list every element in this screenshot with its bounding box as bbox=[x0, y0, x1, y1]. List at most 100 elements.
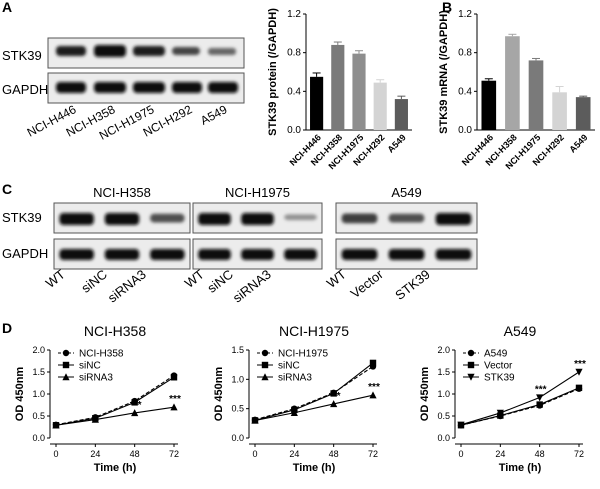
protein-bar bbox=[373, 82, 387, 130]
significance-label: *** bbox=[169, 394, 181, 405]
blot-a-band-gapdh-2 bbox=[94, 82, 126, 93]
bar-chart-a: 0.00.40.81.2NCI-H446NCI-H358NCI-H1975NCI… bbox=[267, 8, 412, 171]
chart-title: A549 bbox=[504, 323, 537, 339]
line-chart-d3: A549 0.0 0.5 1.0 1.5 2.0 0 24 48 72 Time (h) OD 450… bbox=[419, 323, 586, 474]
y-tick-label: 1.2 bbox=[458, 9, 472, 20]
blot-c-band-gapdh bbox=[284, 249, 317, 260]
legend-entry: siRNA3 bbox=[278, 373, 312, 384]
y-tick-label: 1.5 bbox=[437, 367, 450, 377]
y-tick-label: 1.2 bbox=[287, 9, 301, 20]
blot-c-band-gapdh bbox=[104, 249, 140, 260]
data-point bbox=[369, 391, 377, 399]
y-axis-label: OD 450nm bbox=[14, 367, 26, 422]
y-tick-label: 0.5 bbox=[231, 404, 244, 414]
blot-c-lane-label: siNC bbox=[78, 267, 109, 296]
x-tick-label: 72 bbox=[574, 449, 584, 459]
significance-label: *** bbox=[368, 382, 380, 393]
blot-c-band-gapdh bbox=[241, 249, 274, 260]
data-point bbox=[330, 400, 338, 408]
blot-a-band-stk39-5 bbox=[208, 48, 236, 55]
y-axis-label: OD 450nm bbox=[213, 367, 225, 422]
series-line bbox=[254, 365, 374, 421]
legend-entry: siNC bbox=[79, 361, 101, 372]
legend-entry: A549 bbox=[484, 349, 508, 360]
series-line bbox=[460, 371, 580, 426]
mrna-bar bbox=[528, 60, 544, 130]
protein-bar bbox=[394, 99, 408, 130]
x-tick-label: 72 bbox=[368, 449, 378, 459]
y-tick-label: 0.0 bbox=[458, 125, 472, 136]
y-tick-label: 1.5 bbox=[231, 345, 244, 355]
data-point bbox=[251, 416, 259, 424]
line-chart-d2: NCI-H1975 0.0 0.5 1.0 1.5 0 24 48 72 Time (h) OD 4… bbox=[213, 323, 380, 474]
blot-c-lane-label: WT bbox=[43, 267, 68, 291]
blot-c-group-title: NCI-H1975 bbox=[225, 185, 290, 200]
blot-a-band-stk39-3 bbox=[133, 46, 165, 56]
panel-label-d: D bbox=[2, 320, 12, 336]
data-point bbox=[467, 361, 475, 369]
series-line bbox=[55, 406, 175, 426]
blot-a-band-stk39-4 bbox=[172, 47, 200, 55]
blot-c-row-label-stk39: STK39 bbox=[2, 210, 42, 225]
x-axis-label: Time (h) bbox=[94, 462, 137, 474]
blot-a-band-gapdh-3 bbox=[133, 82, 165, 93]
blot-c-lane-label: siNC bbox=[204, 267, 235, 296]
legend-entry: NCI-H358 bbox=[79, 349, 124, 360]
data-point bbox=[62, 373, 70, 381]
blot-c-band-stk39 bbox=[150, 213, 185, 223]
data-point bbox=[91, 415, 99, 423]
blot-c-band-stk39 bbox=[104, 213, 140, 225]
blot-c-row-label-gapdh: GAPDH bbox=[2, 246, 48, 261]
blot-c-band-gapdh bbox=[388, 249, 425, 260]
y-tick-label: 1.0 bbox=[32, 389, 45, 399]
blot-c-band-gapdh bbox=[341, 249, 378, 260]
y-tick-label: 0.0 bbox=[32, 433, 45, 443]
blot-c-lane-label: siRNA3 bbox=[105, 267, 149, 306]
data-point bbox=[52, 421, 60, 429]
data-point bbox=[170, 374, 178, 381]
data-point bbox=[131, 409, 139, 417]
blot-c-band-gapdh bbox=[59, 249, 94, 260]
blot-c-band-stk39 bbox=[435, 213, 472, 225]
blot-c-band-stk39 bbox=[341, 213, 378, 224]
y-tick-label: 1.5 bbox=[32, 367, 45, 377]
y-tick-label: 0.0 bbox=[437, 433, 450, 443]
y-tick-label: 0.5 bbox=[32, 411, 45, 421]
legend-entry: NCI-H1975 bbox=[278, 349, 328, 360]
data-point bbox=[62, 361, 70, 369]
blot-a-row-label-gapdh: GAPDH bbox=[2, 82, 48, 97]
blot-c-lane-label: Vector bbox=[348, 266, 387, 301]
series-line bbox=[55, 376, 175, 426]
data-point bbox=[170, 403, 178, 411]
blot-a-band-stk39-2 bbox=[94, 45, 126, 57]
x-tick-label: 24 bbox=[495, 449, 505, 459]
blot-a-lane-label: A549 bbox=[198, 102, 230, 128]
bar-chart-b: 0.00.40.81.2NCI-H446NCI-H358NCI-H1975NCI… bbox=[438, 9, 595, 171]
x-tick-label: 24 bbox=[90, 449, 100, 459]
blot-a-band-gapdh-1 bbox=[56, 82, 86, 93]
x-tick-label: 48 bbox=[535, 449, 545, 459]
x-tick-label: 48 bbox=[329, 449, 339, 459]
data-point bbox=[457, 421, 465, 429]
data-point bbox=[536, 394, 544, 402]
y-tick-label: 0.0 bbox=[287, 125, 301, 136]
blot-c-group-title: NCI-H358 bbox=[93, 185, 151, 200]
legend-entry: STK39 bbox=[484, 373, 515, 384]
data-point bbox=[536, 401, 543, 408]
x-tick-label: 48 bbox=[130, 449, 140, 459]
x-tick-label: A549 bbox=[567, 132, 589, 154]
data-point bbox=[261, 349, 269, 357]
x-tick-label: 0 bbox=[458, 449, 463, 459]
blot-c-lane-label: WT bbox=[324, 267, 349, 291]
blot-c-lane-label: STK39 bbox=[392, 267, 433, 303]
significance-label: *** bbox=[574, 359, 586, 370]
blot-c-band-stk39 bbox=[388, 213, 425, 223]
series-line bbox=[254, 362, 374, 421]
protein-bar bbox=[310, 76, 324, 130]
y-axis-label: STK39 mRNA (/GAPDH) bbox=[438, 10, 450, 134]
legend-entry: Vector bbox=[484, 361, 513, 372]
blot-a-band-gapdh-4 bbox=[172, 82, 202, 93]
x-tick-label: 0 bbox=[53, 449, 58, 459]
